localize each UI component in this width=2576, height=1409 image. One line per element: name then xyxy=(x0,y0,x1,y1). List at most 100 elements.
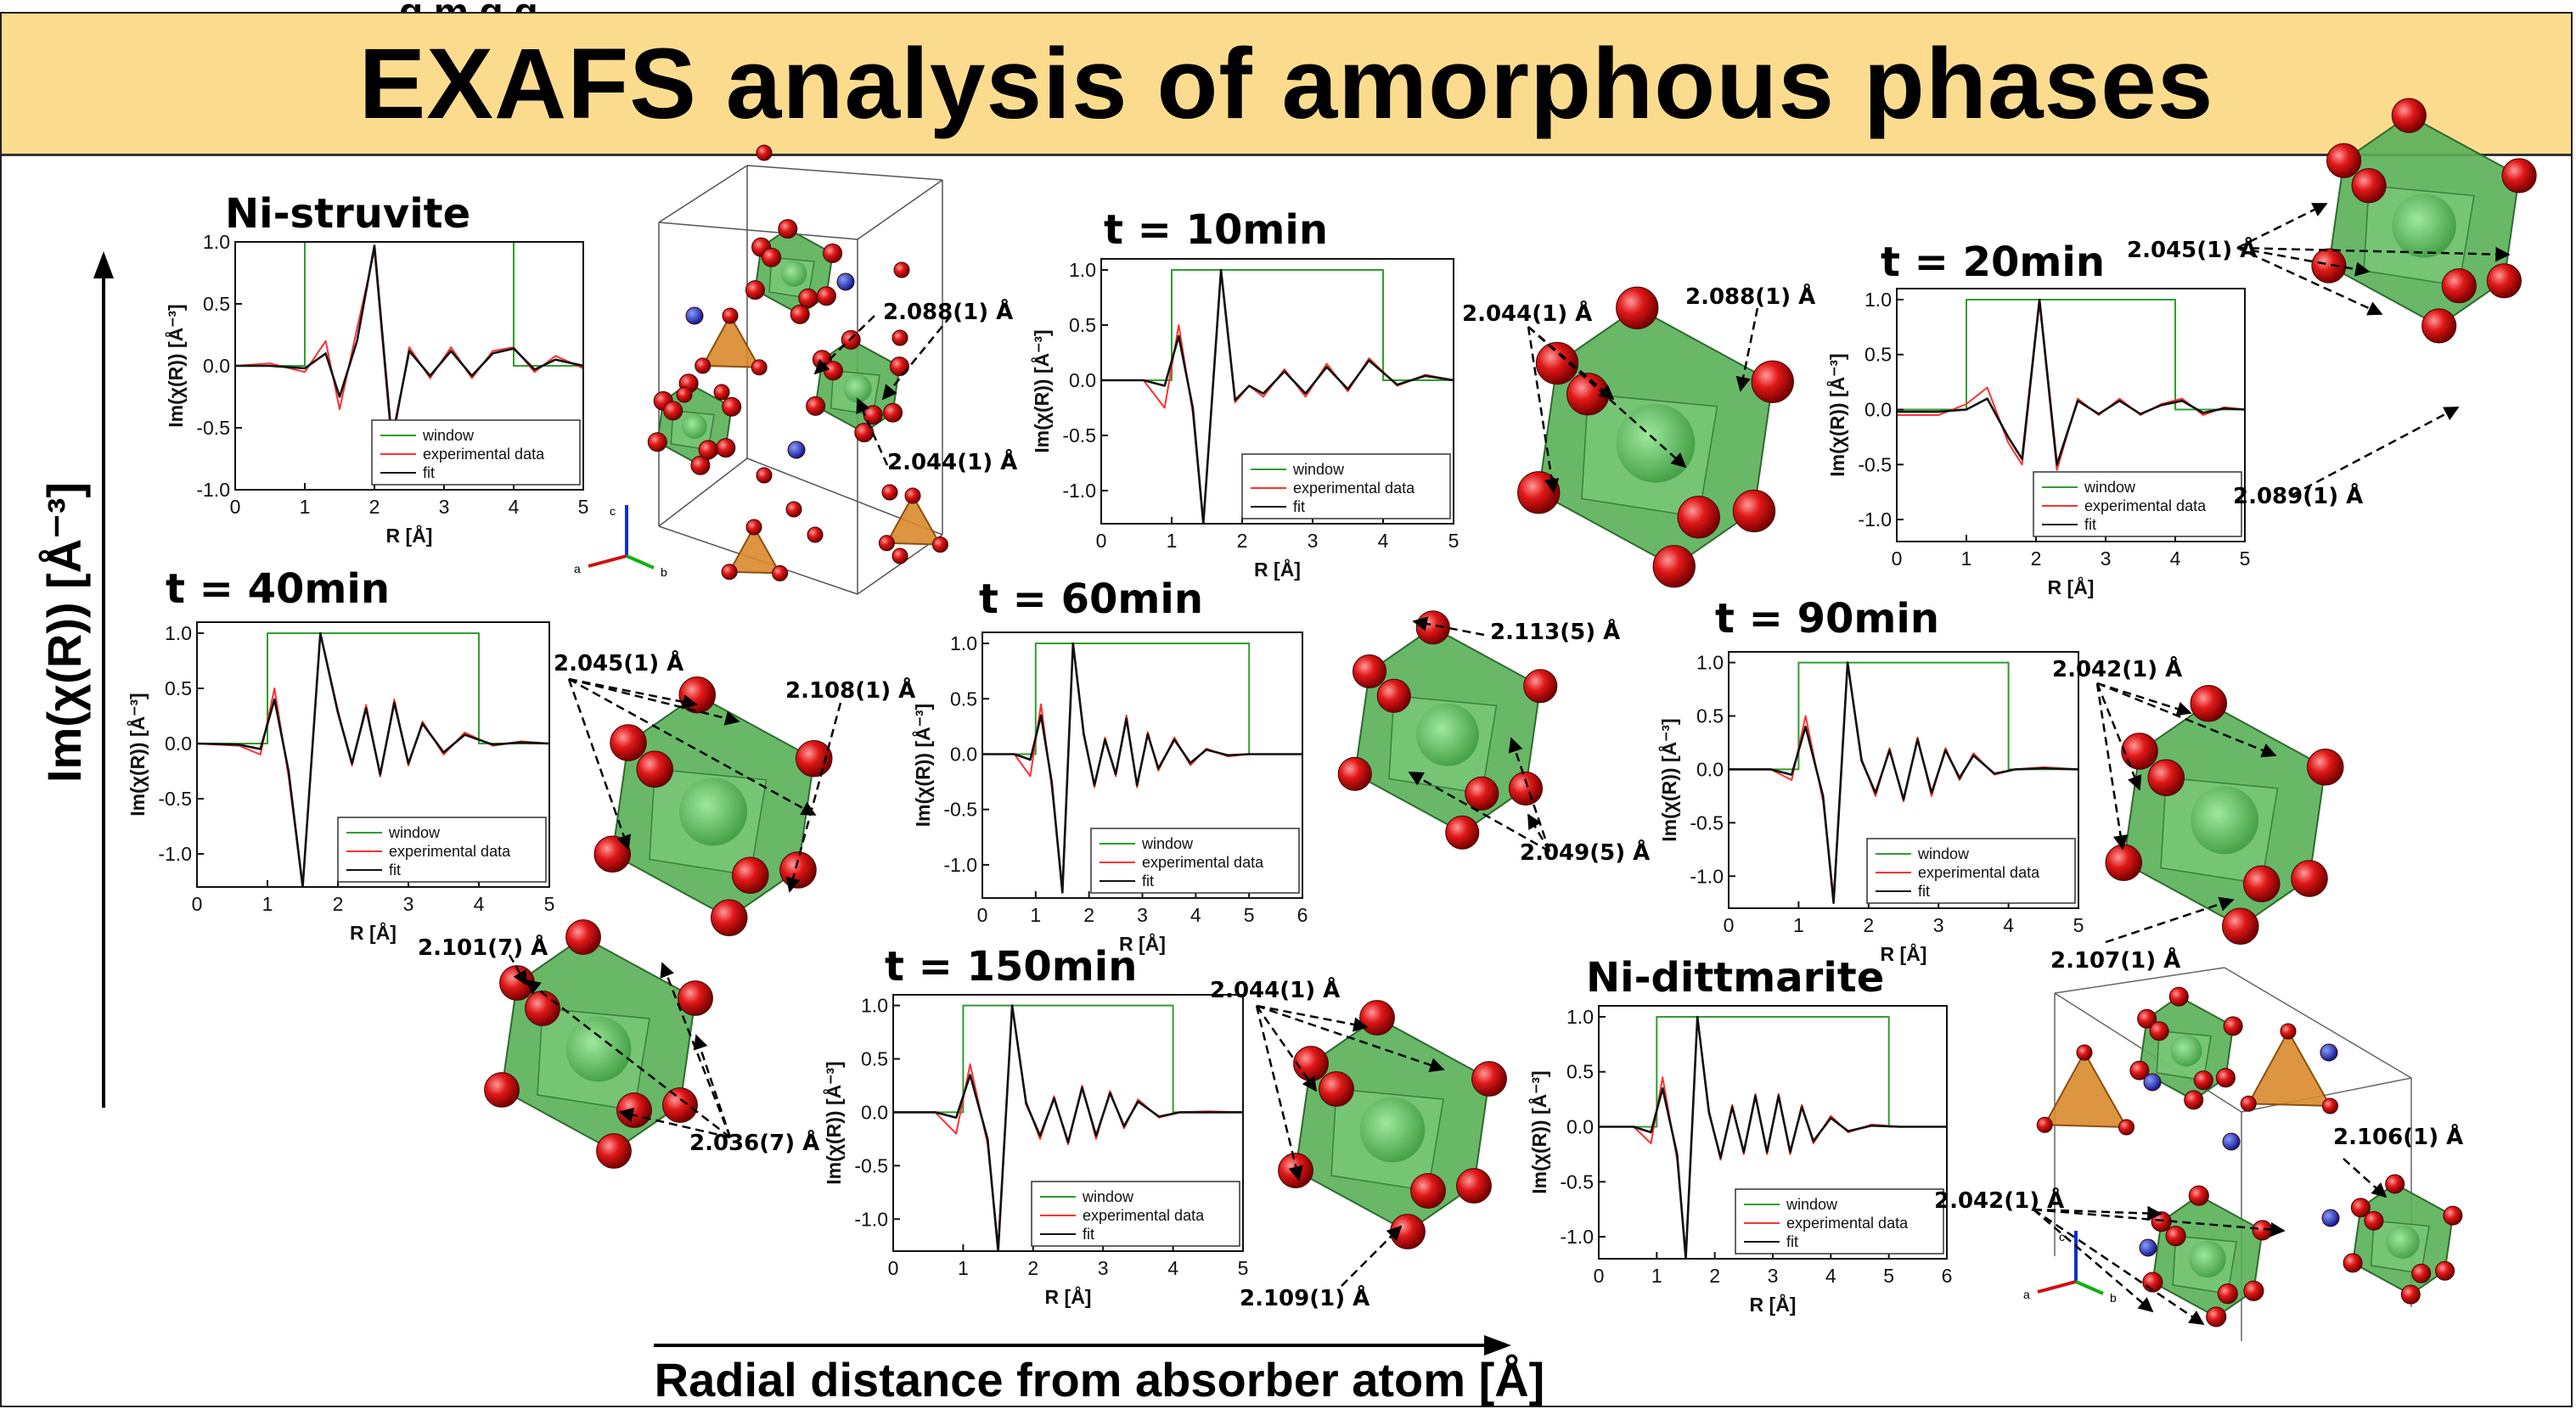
oxygen-atom xyxy=(2118,1119,2134,1136)
y-tick-label: -0.5 xyxy=(1690,811,1724,834)
legend-label: window xyxy=(2084,479,2136,496)
bond-arrow xyxy=(2236,246,2371,277)
axis-c-label: c xyxy=(610,504,616,518)
bond-arrow xyxy=(567,678,632,850)
bond-arrow xyxy=(508,954,528,986)
oxygen-atom xyxy=(2184,1090,2204,1110)
oxygen-atom xyxy=(2391,98,2427,133)
struvite-octahedron-left xyxy=(647,373,742,475)
nickel-atom xyxy=(2189,1240,2226,1278)
y-tick-label: 1.0 xyxy=(1696,652,1724,674)
oxygen-atom xyxy=(1471,1061,1507,1097)
y-axis-label: Im(χ(R)) [Å⁻³] xyxy=(1527,1070,1550,1193)
x-tick-label: 0 xyxy=(1096,530,1107,552)
struvite-tetrahedron-3 xyxy=(878,487,948,553)
oxygen-atom xyxy=(2486,263,2522,299)
octahedron-90min xyxy=(2105,685,2344,945)
bond-arrow xyxy=(568,677,740,726)
x-tick-label: 0 xyxy=(230,496,241,518)
nitrogen-atom xyxy=(2139,1238,2157,1257)
bond-arrow xyxy=(2096,682,2277,758)
legend-label: experimental data xyxy=(1142,854,1264,871)
y-tick-label: 1.0 xyxy=(203,231,230,253)
nitrogen-atom xyxy=(2320,1043,2338,1062)
oxygen-atom xyxy=(1751,360,1794,403)
oxygen-atom xyxy=(1319,1071,1354,1107)
legend-label: experimental data xyxy=(2084,497,2207,514)
bond-label-group: 2.109(1) Å xyxy=(1240,1225,1403,1311)
bond-label-group: 2.036(7) Å xyxy=(525,962,819,1156)
oxygen-atom xyxy=(1732,489,1776,533)
x-tick-label: 2 xyxy=(1709,1265,1720,1287)
oxygen-atom xyxy=(2280,1023,2297,1040)
x-axis-label: R [Å] xyxy=(1254,558,1301,581)
struvite-octahedron-top xyxy=(745,219,843,324)
oxygen-atom xyxy=(596,1133,632,1169)
series-group xyxy=(1101,268,1454,524)
chart-title: Ni-struvite xyxy=(225,190,470,238)
dittmarite-tetrahedron-1 xyxy=(2036,1044,2134,1136)
oxygen-atom xyxy=(676,386,693,403)
bond-length-label: 2.109(1) Å xyxy=(1240,1284,1370,1311)
cell-edge xyxy=(658,458,748,527)
bond-length-label: 2.049(5) Å xyxy=(1520,839,1650,866)
oxygen-atom xyxy=(772,564,789,581)
global-x-arrowhead xyxy=(1484,1335,1511,1356)
legend-label: fit xyxy=(1786,1233,1798,1250)
oxygen-atom xyxy=(1465,776,1499,811)
bond-arrow xyxy=(568,677,817,817)
bond-arrow xyxy=(881,315,952,401)
chart-title: t = 150min xyxy=(885,943,1137,991)
x-tick-label: 0 xyxy=(888,1257,899,1279)
y-tick-label: 1.0 xyxy=(165,622,192,644)
oxygen-atom xyxy=(2190,685,2227,722)
x-tick-label: 5 xyxy=(2073,914,2084,936)
x-tick-label: 0 xyxy=(1724,914,1735,936)
y-tick-label: 0.0 xyxy=(1069,369,1096,391)
oxygen-atom xyxy=(762,247,782,267)
x-tick-label: 1 xyxy=(300,496,311,518)
x-tick-label: 5 xyxy=(1238,1257,1249,1279)
bond-arrow xyxy=(2105,896,2235,944)
x-tick-label: 1 xyxy=(1961,547,1972,570)
oxygen-atom xyxy=(779,851,817,889)
bond-label-group: 2.044(1) Å xyxy=(1462,300,1687,494)
chart-title: t = 20min xyxy=(1881,239,2105,286)
y-tick-label: 1.0 xyxy=(950,632,977,654)
oxygen-atom xyxy=(2188,1185,2209,1206)
cell-edge xyxy=(746,165,943,181)
oxygen-atom xyxy=(698,440,718,460)
oxygen-atom xyxy=(751,359,768,376)
series-window xyxy=(1599,1016,1947,1128)
series-window xyxy=(893,1004,1243,1114)
oxygen-atom xyxy=(1508,771,1544,806)
oxygen-atom xyxy=(2217,1283,2238,1305)
oxygen-atom xyxy=(881,484,898,501)
tetrahedron-body xyxy=(701,313,761,368)
oxygen-atom xyxy=(883,402,903,423)
oxygen-atom xyxy=(904,487,921,504)
legend-label: fit xyxy=(423,464,435,481)
octahedron-150min xyxy=(1278,1000,1507,1249)
plot-frame xyxy=(1896,288,2246,542)
axes-indicator-dittmarite: c a b xyxy=(2023,1230,2117,1305)
cell-edge xyxy=(2054,967,2225,994)
chart-title: t = 60min xyxy=(979,575,1203,623)
plot-frame xyxy=(1728,651,2079,909)
legend-box xyxy=(1031,1181,1240,1247)
global-y-arrowhead xyxy=(93,251,114,278)
y-tick-label: 0.5 xyxy=(1566,1061,1594,1083)
oxygen-atom xyxy=(593,835,631,873)
series-experimental-data xyxy=(235,250,583,447)
y-tick-label: 0.0 xyxy=(861,1101,888,1123)
series-group xyxy=(1729,661,2078,904)
oxygen-atom xyxy=(756,144,773,161)
bond-length-label: 2.042(1) Å xyxy=(1934,1187,2064,1214)
y-tick-label: 0.5 xyxy=(165,677,192,699)
title-banner: EXAFS analysis of amorphous phases xyxy=(2,14,2571,156)
x-tick-label: 0 xyxy=(977,904,988,926)
